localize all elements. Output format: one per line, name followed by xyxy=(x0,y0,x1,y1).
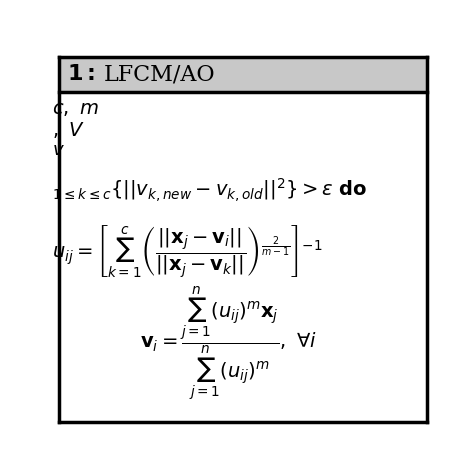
Text: $u_{ij} = \left[\sum_{k=1}^{c} \left(\dfrac{||\mathbf{x}_j - \mathbf{v}_i||}{||\: $u_{ij} = \left[\sum_{k=1}^{c} \left(\df… xyxy=(52,224,323,280)
Bar xyxy=(59,57,427,91)
Text: $\mathbf{1:}$: $\mathbf{1:}$ xyxy=(66,64,95,84)
Text: $,\ V$: $,\ V$ xyxy=(52,120,85,140)
Text: $.$: $.$ xyxy=(423,242,429,262)
Text: $\mathbf{v}_i = \dfrac{\sum_{j=1}^{n}(u_{ij})^m \mathbf{x}_j}{\sum_{j=1}^{n}(u_{: $\mathbf{v}_i = \dfrac{\sum_{j=1}^{n}(u_… xyxy=(140,284,317,402)
Text: $v$: $v$ xyxy=(52,141,65,159)
Text: LFCM/AO: LFCM/AO xyxy=(103,64,215,85)
Text: $_{1\leq k\leq c}\{||v_{k,new} - v_{k,old}||^2\} > \epsilon\ \mathbf{do}$: $_{1\leq k\leq c}\{||v_{k,new} - v_{k,ol… xyxy=(52,177,367,204)
Text: $c,\ m$: $c,\ m$ xyxy=(52,99,99,118)
